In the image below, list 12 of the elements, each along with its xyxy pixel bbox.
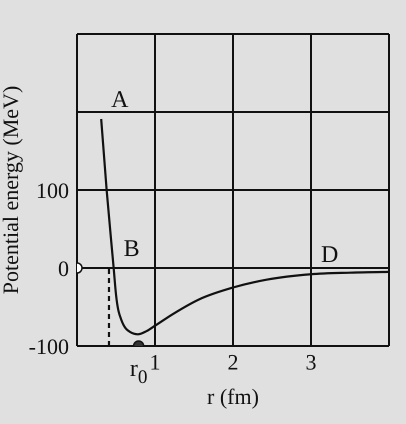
y-tick-label: 0	[58, 256, 69, 281]
annotation: A	[111, 87, 130, 114]
y-tick-label: -100	[28, 334, 69, 359]
x-tick-label: 1	[150, 350, 160, 375]
annotation: r$_{0}$	[130, 356, 148, 388]
annotation: B	[124, 236, 140, 262]
x-tick-label: 2	[228, 350, 238, 375]
y-axis-title: Potential energy (MeV)	[0, 86, 23, 294]
annotation: D	[321, 242, 338, 268]
y-tick-label: 100	[36, 178, 69, 203]
x-tick-label: 3	[306, 350, 316, 375]
x-axis-title: r (fm)	[207, 384, 259, 409]
